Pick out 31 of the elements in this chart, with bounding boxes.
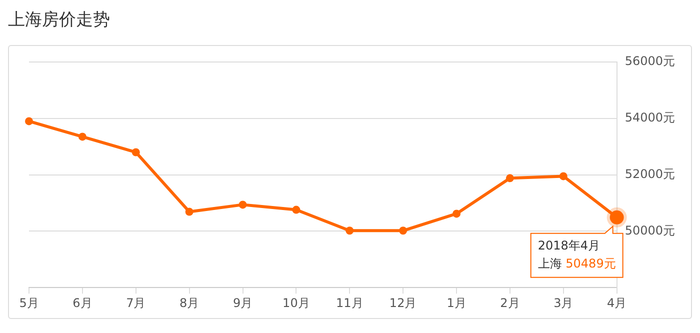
point (399, 226, 408, 235)
point (238, 200, 247, 209)
y-tick-label: 50000元 (624, 223, 676, 238)
point (559, 172, 568, 180)
point (452, 210, 461, 218)
x-tick-label: 4月 (607, 296, 627, 310)
text: 上海 (538, 256, 562, 271)
x-tick-label: 7月 (126, 296, 146, 310)
annotation: 2018年4月 (538, 238, 600, 253)
y-tick-label: 52000元 (624, 166, 676, 181)
point (25, 117, 33, 126)
x-tick-label: 2月 (500, 296, 520, 310)
data-label: 50489元 (566, 256, 616, 271)
x-tick-label: 8月 (179, 296, 200, 310)
point (185, 208, 194, 216)
x-tick-label: 11月 (336, 296, 364, 310)
x-tick-label: 3月 (554, 296, 574, 310)
x-tick-label: 1月 (446, 296, 466, 310)
point (346, 226, 354, 235)
point (132, 148, 140, 156)
x-tick-label: 10月 (282, 296, 310, 310)
point (506, 174, 514, 182)
y-tick-label: 56000元 (624, 54, 676, 68)
point (292, 206, 300, 214)
point (78, 132, 86, 141)
chart-title: 上海房价走势 (8, 9, 111, 31)
y-tick-label: 54000元 (624, 110, 676, 125)
x-tick-label: 12月 (389, 296, 417, 310)
x-tick-label: 5月 (19, 296, 39, 310)
x-tick-label: 9月 (232, 296, 253, 310)
x-tick-label: 6月 (72, 296, 92, 310)
